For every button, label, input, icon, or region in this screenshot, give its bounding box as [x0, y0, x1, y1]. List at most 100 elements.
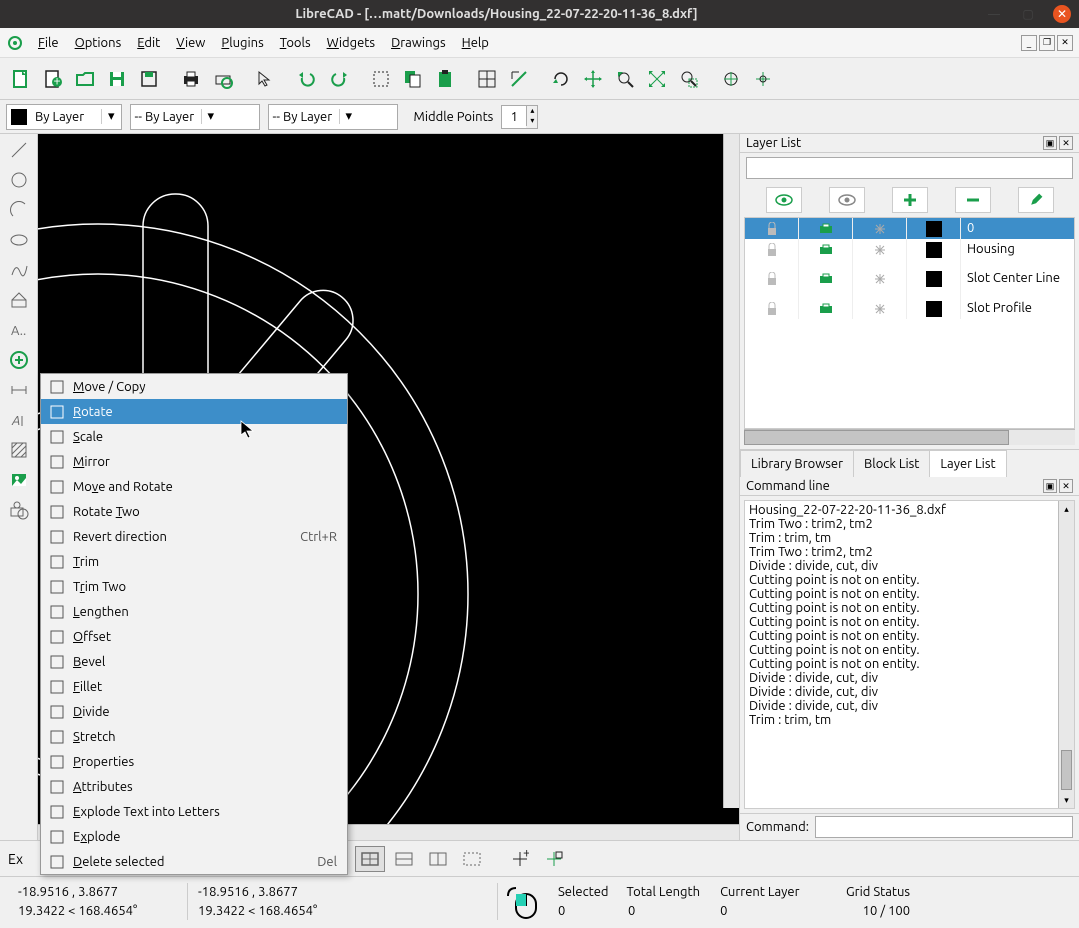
ctx-lengthen[interactable]: Lengthen: [41, 599, 347, 624]
zoom-window-button[interactable]: [674, 64, 704, 94]
layer-row[interactable]: 0: [745, 218, 1074, 239]
ctx-properties[interactable]: Properties: [41, 749, 347, 774]
hatch-tool-button[interactable]: [5, 438, 33, 462]
restrict-vertical-button[interactable]: [423, 846, 453, 872]
ctx-scale[interactable]: Scale: [41, 424, 347, 449]
menu-widgets[interactable]: Widgets: [319, 32, 383, 54]
construction-icon[interactable]: [853, 298, 907, 319]
mdi-restore-button[interactable]: ❐: [1039, 35, 1055, 51]
ctx-revert[interactable]: Revert directionCtrl+R: [41, 524, 347, 549]
dimension-tool-button[interactable]: [5, 378, 33, 402]
undo-button[interactable]: [292, 64, 322, 94]
grid-button[interactable]: [472, 64, 502, 94]
linewidth-combo[interactable]: -- By Layer ▾: [130, 104, 260, 130]
layer-filter-input[interactable]: [746, 157, 1073, 179]
visibility-icon[interactable]: [799, 260, 853, 298]
lock-icon[interactable]: [745, 260, 799, 298]
mdi-close-button[interactable]: ✕: [1057, 35, 1073, 51]
save-button[interactable]: [102, 64, 132, 94]
restrict-ortho-button[interactable]: [355, 846, 385, 872]
canvas-vscrollbar[interactable]: [723, 134, 739, 808]
zoom-pan-button[interactable]: [578, 64, 608, 94]
panel-close-button[interactable]: ✕: [1059, 479, 1073, 493]
draft-button[interactable]: [504, 64, 534, 94]
menu-view[interactable]: View: [168, 32, 213, 54]
zoom-auto-button[interactable]: [642, 64, 672, 94]
image-tool-button[interactable]: [5, 468, 33, 492]
panel-float-button[interactable]: ▣: [1043, 479, 1057, 493]
panel-float-button[interactable]: ▣: [1043, 136, 1057, 150]
print-preview-button[interactable]: [208, 64, 238, 94]
visibility-icon[interactable]: [799, 239, 853, 260]
redo-button[interactable]: [324, 64, 354, 94]
menu-drawings[interactable]: Drawings: [383, 32, 454, 54]
ctx-move[interactable]: Move / Copy: [41, 374, 347, 399]
save-as-button[interactable]: [134, 64, 164, 94]
menu-edit[interactable]: Edit: [129, 32, 168, 54]
lock-icon[interactable]: [745, 218, 799, 239]
layer-color-combo[interactable]: By Layer ▾: [6, 104, 122, 130]
hide-all-layers-button[interactable]: [829, 187, 865, 213]
middle-points-spin[interactable]: ▴▾: [501, 105, 538, 129]
cut-button[interactable]: [366, 64, 396, 94]
ctx-trim-two[interactable]: Trim Two: [41, 574, 347, 599]
print-button[interactable]: [176, 64, 206, 94]
ctx-rotate[interactable]: Rotate: [41, 399, 347, 424]
relative-zero-button[interactable]: [748, 64, 778, 94]
zoom-previous-button[interactable]: [610, 64, 640, 94]
menu-tools[interactable]: Tools: [272, 32, 319, 54]
line-tool-button[interactable]: [5, 138, 33, 162]
remove-layer-button[interactable]: [955, 187, 991, 213]
layer-hscrollbar[interactable]: [744, 429, 1075, 445]
edit-layer-button[interactable]: [1018, 187, 1054, 213]
construction-icon[interactable]: [853, 239, 907, 260]
command-input[interactable]: [815, 816, 1073, 838]
ctx-attributes[interactable]: Attributes: [41, 774, 347, 799]
menu-plugins[interactable]: Plugins: [213, 32, 271, 54]
paste-button[interactable]: [430, 64, 460, 94]
layer-row[interactable]: Slot Center Line: [745, 260, 1074, 298]
circle-tool-button[interactable]: [5, 168, 33, 192]
linetype-combo[interactable]: -- By Layer ▾: [268, 104, 398, 130]
ctx-move-rotate[interactable]: Move and Rotate: [41, 474, 347, 499]
ctx-mirror[interactable]: Mirror: [41, 449, 347, 474]
polyline-tool-button[interactable]: [5, 288, 33, 312]
minimize-button[interactable]: —: [985, 5, 1003, 23]
pointer-button[interactable]: [250, 64, 280, 94]
show-all-layers-button[interactable]: [766, 187, 802, 213]
ctx-bevel[interactable]: Bevel: [41, 649, 347, 674]
add-layer-button[interactable]: [892, 187, 928, 213]
set-relative-zero-button[interactable]: +: [505, 846, 535, 872]
zoom-redraw-button[interactable]: [546, 64, 576, 94]
new-button[interactable]: [6, 64, 36, 94]
command-log[interactable]: Housing_22-07-22-20-11-36_8.dxfTrim Two …: [744, 500, 1075, 809]
construction-icon[interactable]: [853, 218, 907, 239]
tab-library-browser[interactable]: Library Browser: [740, 450, 854, 477]
visibility-icon[interactable]: [799, 218, 853, 239]
new-from-template-button[interactable]: +: [38, 64, 68, 94]
visibility-icon[interactable]: [799, 298, 853, 319]
text-tool-button[interactable]: A..: [5, 318, 33, 342]
menu-file[interactable]: File: [30, 32, 67, 54]
ctx-delete[interactable]: Delete selectedDel: [41, 849, 347, 874]
ctx-trim[interactable]: Trim: [41, 549, 347, 574]
spin-down[interactable]: ▾: [526, 116, 537, 126]
ctx-divide[interactable]: Divide: [41, 699, 347, 724]
spin-up[interactable]: ▴: [526, 106, 537, 116]
ctx-stretch[interactable]: Stretch: [41, 724, 347, 749]
maximize-button[interactable]: ▢: [1019, 5, 1037, 23]
lock-relative-zero-button[interactable]: [539, 846, 569, 872]
open-button[interactable]: [70, 64, 100, 94]
ctx-explode[interactable]: Explode: [41, 824, 347, 849]
layer-row[interactable]: Slot Profile: [745, 298, 1074, 319]
restrict-relative-button[interactable]: [457, 846, 487, 872]
block-tool-button[interactable]: [5, 498, 33, 522]
modify-tool-button[interactable]: [5, 348, 33, 372]
close-button[interactable]: ✕: [1053, 5, 1071, 23]
lock-icon[interactable]: [745, 239, 799, 260]
layer-row[interactable]: Housing: [745, 239, 1074, 260]
lock-icon[interactable]: [745, 298, 799, 319]
tab-layer-list[interactable]: Layer List: [929, 450, 1006, 477]
command-log-scrollbar[interactable]: ▴▾: [1058, 501, 1074, 808]
middle-points-value[interactable]: [502, 106, 526, 128]
